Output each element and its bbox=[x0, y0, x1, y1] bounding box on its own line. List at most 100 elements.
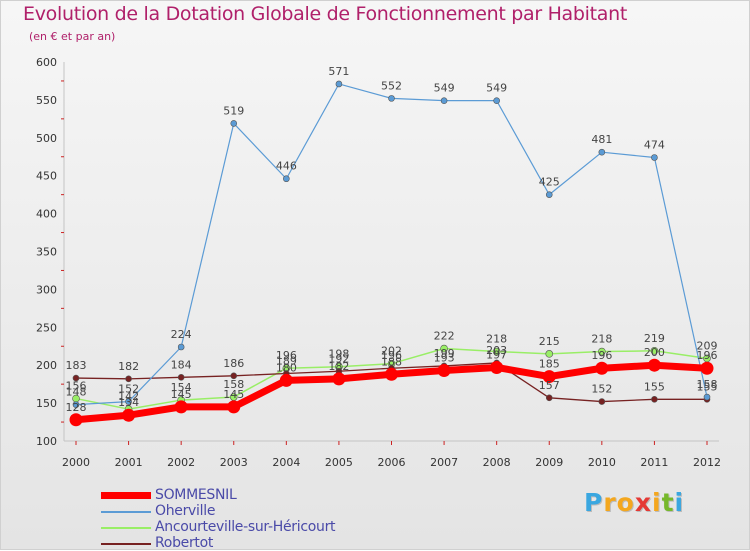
data-point-oherville bbox=[177, 343, 185, 351]
data-point-sommesnil bbox=[385, 367, 398, 381]
data-label-robertot: 203 bbox=[486, 344, 507, 357]
y-tick-label: 600 bbox=[36, 56, 57, 69]
legend-swatch-robertot bbox=[101, 543, 151, 545]
logo-letter: o bbox=[616, 488, 635, 517]
data-point-ancourteville bbox=[492, 347, 501, 356]
data-label-sommesnil: 182 bbox=[328, 360, 349, 373]
data-label-sommesnil: 188 bbox=[381, 355, 402, 368]
data-point-robertot bbox=[125, 375, 132, 383]
data-label-robertot: 196 bbox=[381, 349, 402, 362]
data-label-robertot: 183 bbox=[66, 359, 87, 372]
data-point-sommesnil bbox=[279, 373, 293, 387]
data-label-ancourteville: 218 bbox=[486, 333, 507, 346]
x-tick-label: 2003 bbox=[220, 456, 248, 469]
data-label-oherville: 519 bbox=[223, 104, 244, 117]
data-label-ancourteville: 218 bbox=[591, 333, 612, 346]
x-tick-label: 2007 bbox=[430, 456, 458, 469]
data-label-sommesnil: 200 bbox=[644, 346, 665, 359]
data-label-ancourteville: 219 bbox=[644, 332, 665, 345]
data-point-sommesnil bbox=[647, 358, 661, 372]
data-point-sommesnil bbox=[69, 413, 83, 427]
data-label-sommesnil: 193 bbox=[434, 352, 455, 365]
chart-title: Evolution de la Dotation Globale de Fonc… bbox=[23, 3, 628, 25]
y-tick-label: 200 bbox=[36, 359, 57, 372]
data-label-sommesnil: 196 bbox=[591, 349, 612, 362]
data-point-sommesnil bbox=[174, 400, 188, 414]
data-label-oherville: 224 bbox=[171, 328, 192, 341]
data-label-robertot: 192 bbox=[328, 352, 349, 365]
data-label-oherville: 148 bbox=[66, 386, 87, 399]
data-label-oherville: 446 bbox=[276, 160, 297, 173]
data-point-oherville bbox=[440, 97, 448, 104]
data-point-sommesnil bbox=[542, 370, 556, 384]
data-point-oherville bbox=[651, 154, 658, 161]
y-tick-label: 350 bbox=[36, 246, 57, 259]
y-tick-label: 450 bbox=[36, 170, 57, 183]
data-point-robertot bbox=[651, 396, 658, 403]
data-point-oherville bbox=[598, 148, 606, 156]
data-label-ancourteville: 154 bbox=[171, 381, 192, 394]
data-point-oherville bbox=[388, 95, 395, 102]
data-label-sommesnil: 196 bbox=[697, 349, 718, 362]
data-point-oherville bbox=[72, 401, 80, 408]
data-label-ancourteville: 156 bbox=[66, 380, 87, 393]
data-label-ancourteville: 209 bbox=[697, 339, 718, 352]
data-label-robertot: 155 bbox=[697, 380, 718, 393]
x-tick-label: 2008 bbox=[483, 456, 511, 469]
y-tick-label: 500 bbox=[36, 132, 57, 145]
data-label-oherville: 158 bbox=[697, 378, 718, 391]
x-tick-label: 2009 bbox=[535, 456, 563, 469]
series-layer bbox=[69, 80, 714, 427]
y-tick-label: 150 bbox=[36, 397, 57, 410]
data-label-robertot: 189 bbox=[276, 355, 297, 368]
data-label-sommesnil: 128 bbox=[66, 401, 87, 414]
data-label-ancourteville: 196 bbox=[276, 349, 297, 362]
legend-swatch-sommesnil bbox=[101, 492, 151, 499]
data-point-robertot bbox=[72, 374, 80, 382]
x-tick-label: 2000 bbox=[62, 456, 90, 469]
data-point-oherville bbox=[335, 80, 343, 88]
data-label-oherville: 425 bbox=[539, 176, 560, 189]
logo-letter: i bbox=[674, 488, 685, 517]
data-label-ancourteville: 222 bbox=[434, 330, 455, 343]
data-point-robertot bbox=[545, 394, 553, 402]
proxiti-logo: Proxiti bbox=[584, 488, 684, 517]
data-label-sommesnil: 185 bbox=[539, 358, 560, 371]
y-tick-label: 300 bbox=[36, 283, 57, 296]
legend-swatch-ancourteville bbox=[101, 527, 151, 529]
data-label-robertot: 157 bbox=[539, 379, 560, 392]
x-tick-label: 2006 bbox=[378, 456, 406, 469]
data-label-robertot: 152 bbox=[591, 383, 612, 396]
data-point-robertot bbox=[177, 374, 185, 381]
data-point-sommesnil bbox=[595, 361, 609, 375]
data-label-ancourteville: 142 bbox=[118, 390, 139, 403]
data-label-sommesnil: 145 bbox=[223, 388, 244, 401]
legend-label: Oherville bbox=[155, 503, 216, 519]
data-point-robertot bbox=[598, 398, 606, 405]
data-label-ancourteville: 198 bbox=[328, 348, 349, 361]
data-point-sommesnil bbox=[332, 372, 346, 386]
legend-label: Ancourteville-sur-Héricourt bbox=[155, 519, 336, 535]
data-label-oherville: 474 bbox=[644, 139, 665, 152]
data-label-oherville: 571 bbox=[328, 65, 349, 78]
data-point-sommesnil bbox=[227, 400, 241, 414]
data-point-sommesnil bbox=[490, 360, 504, 374]
data-point-sommesnil bbox=[122, 408, 136, 422]
x-tick-label: 2001 bbox=[115, 456, 143, 469]
data-label-oherville: 549 bbox=[434, 82, 455, 95]
data-point-sommesnil bbox=[700, 361, 714, 375]
data-point-ancourteville bbox=[598, 347, 606, 356]
data-point-oherville bbox=[703, 393, 711, 401]
legend-label: Robertot bbox=[155, 535, 214, 551]
data-point-oherville bbox=[125, 398, 132, 405]
data-label-sommesnil: 197 bbox=[486, 348, 507, 361]
data-label-robertot: 184 bbox=[171, 358, 192, 371]
x-tick-label: 2004 bbox=[272, 456, 300, 469]
data-point-ancourteville bbox=[545, 350, 554, 358]
data-point-ancourteville bbox=[650, 346, 659, 355]
chart-axes: 100 150 200 250 300 350 400 450 500 550 600 2000 200… bbox=[36, 56, 721, 469]
y-tick-label: 100 bbox=[36, 435, 57, 448]
data-point-oherville bbox=[493, 97, 500, 104]
